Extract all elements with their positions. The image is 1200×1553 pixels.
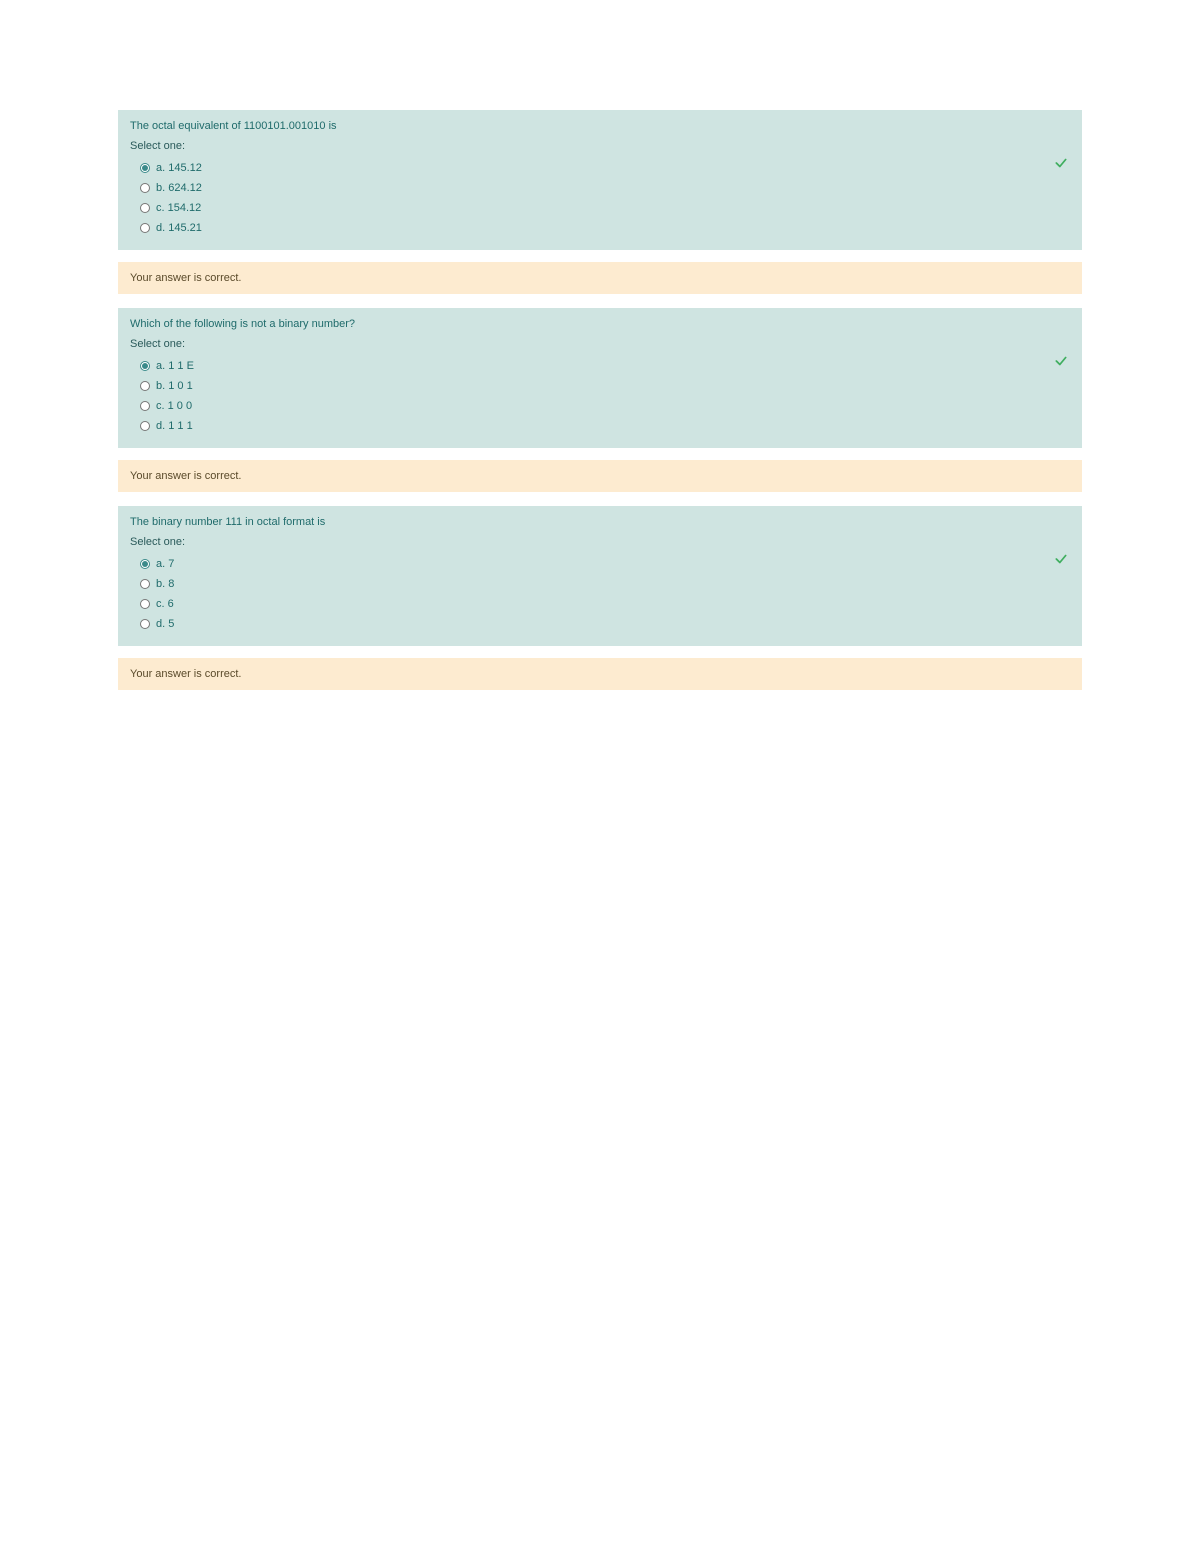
answer-option-label: d. 145.21 [156, 222, 202, 234]
check-icon [1054, 156, 1068, 170]
answer-option[interactable]: b. 1 0 1 [130, 376, 1070, 396]
answer-radio[interactable] [140, 223, 150, 233]
answer-option-label: a. 145.12 [156, 162, 202, 174]
answer-option[interactable]: a. 145.12 [130, 158, 1070, 178]
quiz-container: The octal equivalent of 1100101.001010 i… [118, 110, 1082, 690]
answer-option-label: c. 1 0 0 [156, 400, 192, 412]
answer-option[interactable]: d. 1 1 1 [130, 416, 1070, 436]
answer-radio[interactable] [140, 559, 150, 569]
answer-radio[interactable] [140, 361, 150, 371]
answer-radio[interactable] [140, 579, 150, 589]
answer-radio[interactable] [140, 381, 150, 391]
answer-radio[interactable] [140, 421, 150, 431]
select-one-label: Select one: [130, 140, 1070, 152]
answer-option-label: d. 5 [156, 618, 174, 630]
answer-radio[interactable] [140, 183, 150, 193]
answer-radio[interactable] [140, 163, 150, 173]
answer-option-label: c. 154.12 [156, 202, 201, 214]
answer-option[interactable]: b. 624.12 [130, 178, 1070, 198]
question-block: The octal equivalent of 1100101.001010 i… [118, 110, 1082, 250]
feedback-block: Your answer is correct. [118, 460, 1082, 492]
question-prompt: Which of the following is not a binary n… [118, 308, 1082, 338]
answer-option-label: b. 8 [156, 578, 174, 590]
answer-option[interactable]: d. 145.21 [130, 218, 1070, 238]
answer-option[interactable]: d. 5 [130, 614, 1070, 634]
answer-radio[interactable] [140, 619, 150, 629]
answer-option[interactable]: a. 1 1 E [130, 356, 1070, 376]
answer-option-label: c. 6 [156, 598, 174, 610]
answer-option[interactable]: c. 154.12 [130, 198, 1070, 218]
answer-option[interactable]: a. 7 [130, 554, 1070, 574]
select-one-label: Select one: [130, 536, 1070, 548]
answer-radio[interactable] [140, 599, 150, 609]
answer-option[interactable]: c. 6 [130, 594, 1070, 614]
feedback-block: Your answer is correct. [118, 658, 1082, 690]
answer-option-label: b. 624.12 [156, 182, 202, 194]
answer-option-label: d. 1 1 1 [156, 420, 193, 432]
question-body: Select one: a. 145.12 b. 624.12 c. 154.12 d.… [118, 140, 1082, 250]
question-block: The binary number 111 in octal format is… [118, 506, 1082, 646]
answer-option-label: a. 7 [156, 558, 174, 570]
check-icon [1054, 354, 1068, 368]
correct-check-icon [1054, 156, 1068, 170]
question-prompt: The octal equivalent of 1100101.001010 i… [118, 110, 1082, 140]
answer-radio[interactable] [140, 401, 150, 411]
question-block: Which of the following is not a binary n… [118, 308, 1082, 448]
select-one-label: Select one: [130, 338, 1070, 350]
question-body: Select one: a. 7 b. 8 c. 6 d. 5 [118, 536, 1082, 646]
correct-check-icon [1054, 552, 1068, 566]
check-icon [1054, 552, 1068, 566]
question-body: Select one: a. 1 1 E b. 1 0 1 c. 1 0 0 d. 1 … [118, 338, 1082, 448]
correct-check-icon [1054, 354, 1068, 368]
feedback-block: Your answer is correct. [118, 262, 1082, 294]
answer-option[interactable]: b. 8 [130, 574, 1070, 594]
answer-radio[interactable] [140, 203, 150, 213]
answer-option-label: b. 1 0 1 [156, 380, 193, 392]
answer-option[interactable]: c. 1 0 0 [130, 396, 1070, 416]
answer-option-label: a. 1 1 E [156, 360, 194, 372]
question-prompt: The binary number 111 in octal format is [118, 506, 1082, 536]
